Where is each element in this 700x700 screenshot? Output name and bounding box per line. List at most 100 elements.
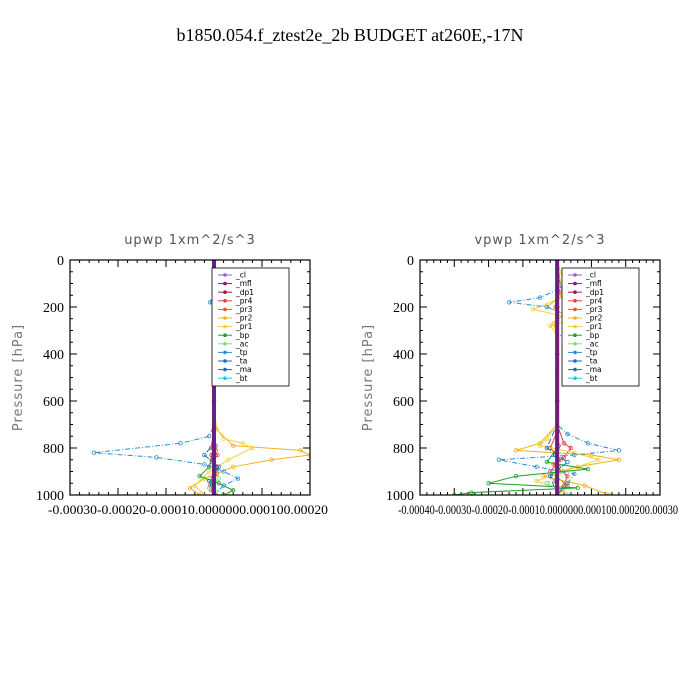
legend-marker (223, 367, 227, 372)
data-point-tp (221, 469, 226, 474)
legend: _cl_mfl_dp1_pr4_pr3_pr2_pr1_bp_ac_tp_ta_… (211, 267, 290, 387)
series-line-pr1 (531, 260, 600, 495)
panel-title: upwp 1xm^2/s^3 (124, 233, 256, 248)
series-line-pr2 (515, 260, 619, 495)
data-point-tp (178, 441, 183, 446)
legend-marker (223, 307, 227, 312)
legend-marker (223, 290, 227, 295)
legend-marker (573, 273, 577, 277)
data-point-ma (206, 478, 212, 484)
data-point-bp (585, 466, 591, 472)
data-point-ma (544, 445, 550, 451)
y-tick-label: 600 (393, 395, 414, 410)
y-tick-label: 200 (43, 301, 64, 316)
y-tick-label: 800 (393, 442, 414, 457)
data-point-tp (544, 304, 550, 310)
data-point-pr1 (202, 492, 207, 495)
x-tick-labels: -0.00030-0.00020-0.00010.0000000.000100.… (48, 502, 328, 517)
legend-label: _pr3 (585, 305, 603, 314)
x-tick-labels: -0.00040-0.00030-0.00020-0.00010.0000000… (398, 502, 678, 517)
data-point-pr2 (269, 457, 274, 462)
legend-label: _ac (235, 339, 248, 348)
legend-marker (223, 333, 227, 338)
data-point-ac (216, 476, 221, 481)
legend-marker (573, 324, 577, 329)
data-point-tp (506, 300, 512, 305)
data-point-bp (197, 474, 202, 479)
y-tick-label: 400 (393, 348, 414, 363)
data-point-pr1 (192, 483, 197, 488)
legend-marker (573, 359, 577, 363)
plot-frame (69, 259, 311, 496)
data-point-ma (548, 474, 553, 479)
legend-label: _cl (235, 271, 246, 280)
data-point-pr2 (513, 448, 519, 453)
legend-label: _bt (585, 374, 598, 383)
y-tick-label: 0 (57, 254, 64, 269)
legend-label: _bt (235, 374, 248, 383)
data-point-bp (452, 492, 457, 495)
legend-label: _dp1 (585, 288, 604, 297)
data-point-ac (226, 492, 231, 495)
figure-title: b1850.054.f_ztest2e_2b BUDGET at260E,-17… (176, 25, 523, 45)
legend-label: _ta (585, 357, 597, 366)
data-point-pr2 (606, 492, 611, 495)
data-point-tp (565, 481, 570, 486)
data-point-tp (572, 471, 577, 477)
legend-label: _ac (585, 339, 598, 348)
legend-marker (573, 316, 577, 320)
data-point-pr1 (250, 445, 255, 451)
legend-marker (573, 376, 577, 381)
legend-label: _bp (585, 331, 600, 340)
legend-label: _mfl (585, 279, 602, 288)
legend-marker (573, 281, 577, 286)
data-point-tp (572, 452, 577, 458)
data-point-pr1 (530, 307, 536, 312)
legend-marker (573, 342, 577, 346)
y-tick-label: 1000 (386, 489, 414, 504)
data-point-bp (544, 459, 550, 465)
data-point-pr1 (206, 469, 212, 474)
legend-marker (223, 359, 227, 363)
data-point-pr1 (596, 457, 601, 462)
legend-label: _tp (235, 348, 248, 357)
data-point-ma (565, 459, 570, 465)
legend-label: _tp (585, 348, 598, 357)
chart-panel-1: upwp 1xm^2/s^3 Pressure [hPa] 0 200 400 600 80… (11, 233, 328, 517)
data-point-pr1 (221, 436, 226, 441)
y-axis-label: Pressure [hPa] (11, 324, 26, 431)
data-point-bp (230, 488, 236, 493)
data-point-pr4 (568, 445, 574, 451)
data-point-pr1 (544, 436, 550, 441)
legend-marker (573, 299, 577, 303)
data-point-pr1 (548, 323, 553, 328)
data-point-pr2 (230, 464, 236, 469)
data-point-tp (202, 462, 207, 467)
data-point-bp (486, 481, 491, 486)
data-point-tp (565, 431, 570, 437)
data-point-pr2 (187, 485, 193, 491)
data-point-pr1 (534, 478, 539, 484)
y-tick-label: 400 (43, 348, 64, 363)
data-point-pr2 (541, 474, 546, 479)
series-line-tp (93, 260, 240, 495)
data-point-tp (221, 483, 226, 488)
legend-label: _pr2 (585, 314, 603, 323)
data-point-pr2 (230, 443, 236, 448)
data-point-tp (91, 450, 97, 455)
data-point-ac (568, 492, 574, 495)
legend-marker (573, 333, 577, 338)
data-point-pr1 (537, 443, 543, 448)
legend-marker (223, 350, 227, 355)
legend-label: _bp (235, 331, 250, 340)
legend: _cl_mfl_dp1_pr4_pr3_pr2_pr1_bp_ac_tp_ta_… (561, 267, 640, 387)
legend-label: _pr3 (235, 305, 253, 314)
y-tick-label: 1000 (36, 489, 64, 504)
data-point-tp (235, 476, 241, 481)
panels: upwp 1xm^2/s^3 Pressure [hPa] 0 200 400 600 80… (11, 233, 678, 517)
data-point-pr1 (240, 441, 245, 446)
data-point-tp (585, 441, 591, 446)
legend-label: _mfl (235, 279, 252, 288)
data-point-bp (216, 481, 221, 486)
legend-label: _ma (585, 365, 602, 374)
